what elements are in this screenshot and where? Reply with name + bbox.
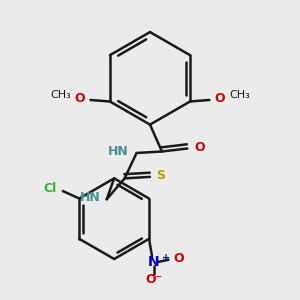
Text: CH₃: CH₃	[50, 90, 71, 100]
Text: N: N	[148, 255, 159, 269]
Text: HN: HN	[108, 145, 129, 158]
Text: Cl: Cl	[44, 182, 57, 195]
Text: +: +	[162, 253, 170, 263]
Text: HN: HN	[80, 191, 100, 204]
Text: O: O	[74, 92, 85, 105]
Text: CH₃: CH₃	[229, 90, 250, 100]
Text: O: O	[174, 252, 184, 265]
Text: O: O	[215, 92, 226, 105]
Text: S: S	[157, 169, 166, 182]
Text: O: O	[194, 141, 205, 154]
Text: O⁻: O⁻	[145, 273, 162, 286]
